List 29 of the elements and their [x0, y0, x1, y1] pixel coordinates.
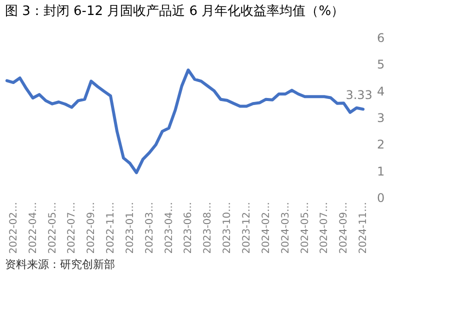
- x-tick-label: 2024-03…: [280, 202, 292, 254]
- x-tick-label: 2023-10…: [222, 202, 234, 254]
- y-tick-label: 1: [377, 164, 385, 178]
- x-tick-label: 2022-07…: [66, 202, 78, 254]
- x-tick-label: 2022-05…: [47, 202, 58, 254]
- data-label: 3.33: [346, 88, 372, 102]
- x-tick-label: 2023-12…: [242, 202, 253, 254]
- y-tick-label: 5: [377, 58, 385, 72]
- y-tick-label: 2: [377, 138, 385, 152]
- x-tick-label: 2022-09…: [86, 202, 98, 254]
- x-tick-label: 2024-09…: [338, 202, 350, 254]
- x-tick-label: 2022-02…: [8, 202, 20, 254]
- y-tick-label: 4: [377, 84, 385, 98]
- y-tick-label: 0: [377, 191, 385, 205]
- text: 资料来源：研究创新部: [5, 258, 115, 271]
- x-tick-label: 2024-07…: [319, 202, 330, 254]
- y-tick-label: 6: [377, 31, 385, 45]
- x-tick-label: 2023-08…: [202, 202, 214, 254]
- x-tick-label: 2022-11…: [106, 202, 117, 254]
- x-tick-label: 2023-04…: [164, 202, 175, 254]
- x-tick-label: 2023-03…: [144, 202, 156, 254]
- x-tick-label: 2023-06…: [183, 202, 194, 254]
- x-tick-label: 2023-01…: [124, 202, 136, 254]
- x-tick-label: 2024-11…: [358, 202, 370, 254]
- x-tick-label: 2024-05…: [300, 202, 311, 254]
- x-tick-label: 2022-04…: [28, 202, 39, 254]
- x-tick-label: 2024-02…: [260, 202, 272, 254]
- y-tick-label: 3: [377, 111, 385, 125]
- chart-title: 图 3：封闭 6-12 月固收产品近 6 月年化收益率均值（%）: [5, 3, 344, 19]
